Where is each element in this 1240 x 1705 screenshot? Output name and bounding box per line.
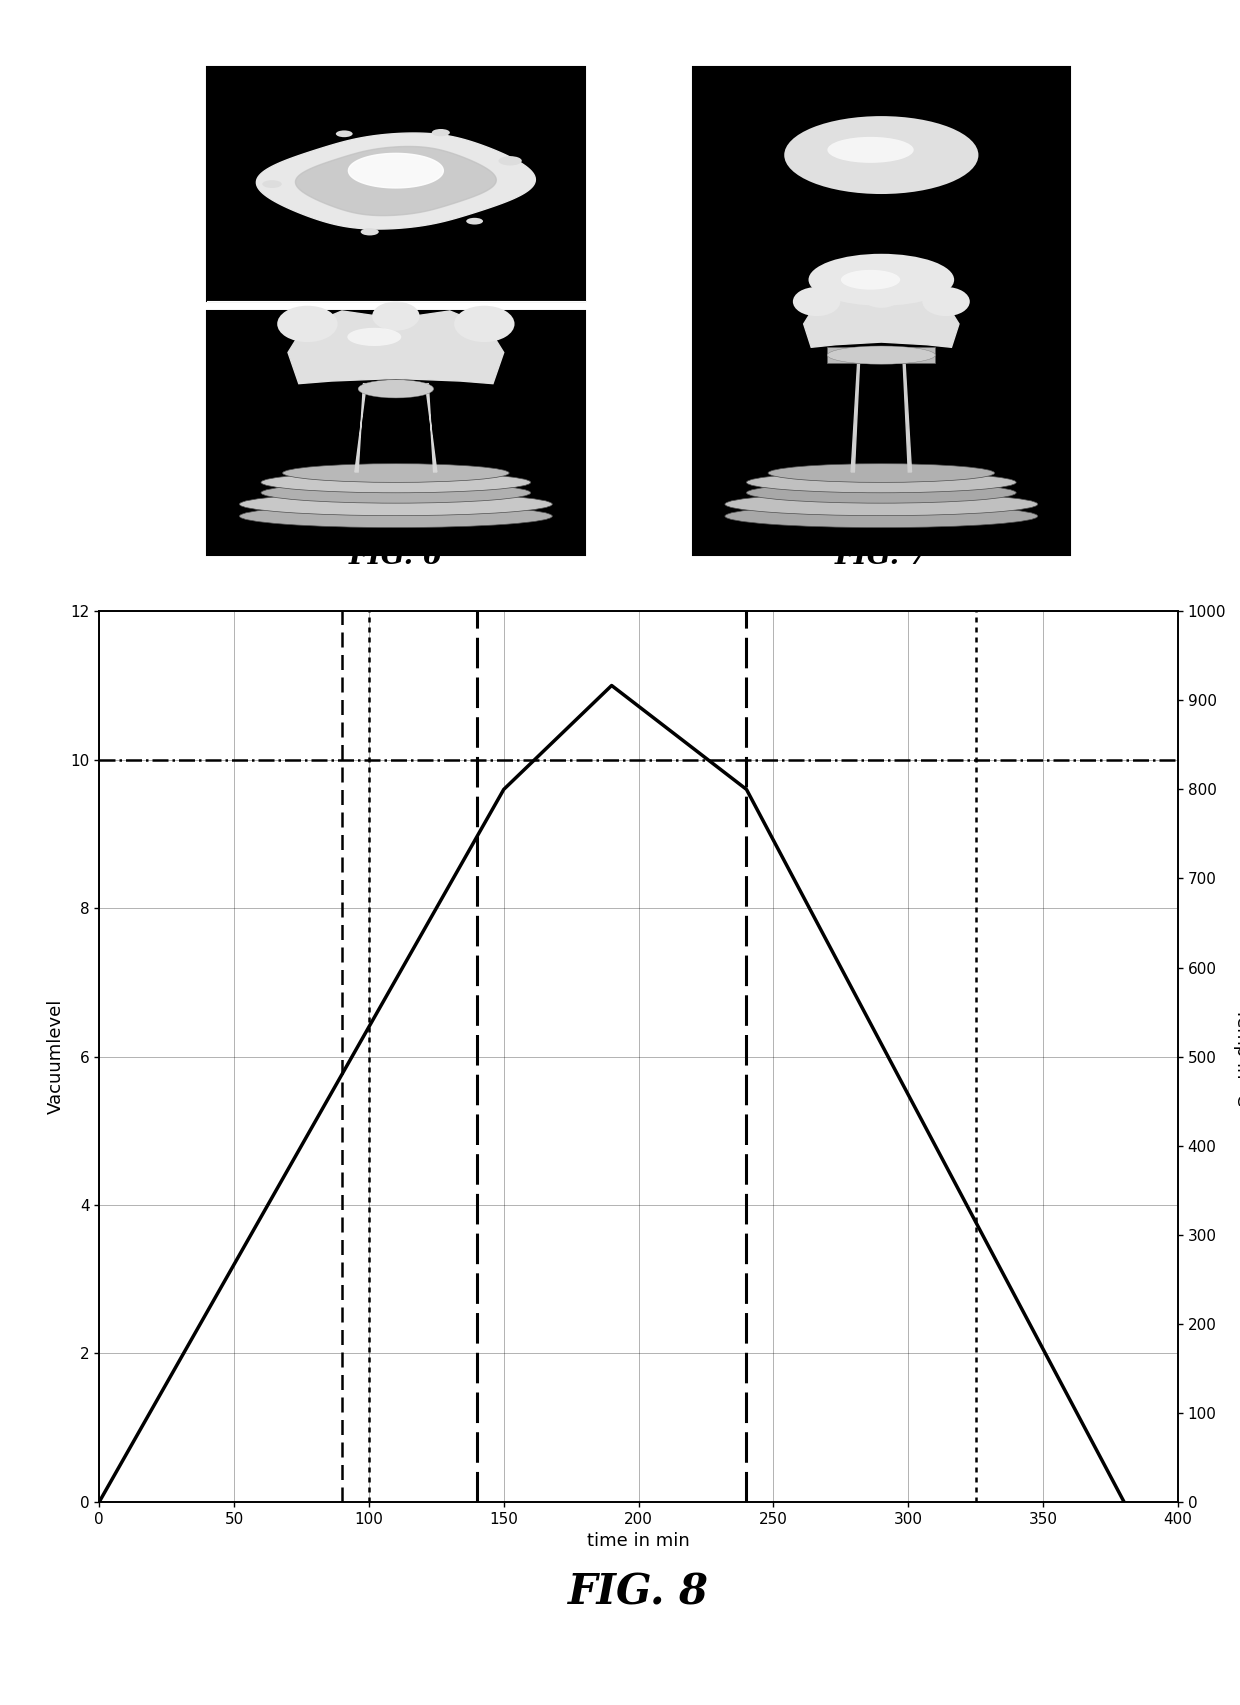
Ellipse shape: [263, 181, 281, 188]
Polygon shape: [257, 133, 536, 228]
X-axis label: time in min: time in min: [588, 1533, 689, 1550]
Polygon shape: [804, 293, 959, 348]
Ellipse shape: [283, 464, 510, 483]
Ellipse shape: [278, 305, 337, 343]
Ellipse shape: [808, 254, 954, 305]
Ellipse shape: [923, 286, 970, 315]
Ellipse shape: [827, 136, 914, 164]
Ellipse shape: [827, 346, 935, 365]
Ellipse shape: [260, 472, 531, 493]
Ellipse shape: [746, 483, 1017, 503]
Ellipse shape: [466, 218, 484, 225]
Bar: [207, 310, 585, 556]
Ellipse shape: [725, 505, 1038, 527]
Ellipse shape: [768, 464, 994, 483]
Ellipse shape: [841, 269, 900, 290]
Text: FIG. 6: FIG. 6: [348, 542, 443, 569]
Bar: [692, 66, 1070, 556]
Polygon shape: [288, 310, 503, 384]
Bar: [207, 66, 585, 300]
Ellipse shape: [239, 505, 552, 527]
Ellipse shape: [432, 130, 450, 136]
Ellipse shape: [260, 483, 531, 503]
Ellipse shape: [372, 302, 419, 331]
Ellipse shape: [358, 380, 434, 397]
Polygon shape: [851, 358, 911, 472]
Ellipse shape: [746, 472, 1017, 493]
Ellipse shape: [862, 285, 900, 309]
Ellipse shape: [454, 305, 515, 343]
Polygon shape: [348, 153, 444, 188]
Ellipse shape: [336, 130, 352, 136]
Bar: [827, 348, 935, 363]
Ellipse shape: [498, 157, 522, 165]
Ellipse shape: [725, 493, 1038, 515]
Polygon shape: [295, 147, 496, 215]
Ellipse shape: [239, 493, 552, 515]
Text: FIG. 7: FIG. 7: [835, 542, 929, 569]
Ellipse shape: [347, 327, 402, 346]
Text: FIG. 8: FIG. 8: [568, 1572, 709, 1613]
Ellipse shape: [784, 116, 978, 194]
Polygon shape: [355, 384, 436, 472]
Ellipse shape: [361, 228, 378, 235]
Y-axis label: Temp in °C: Temp in °C: [1234, 1008, 1240, 1105]
Ellipse shape: [792, 286, 841, 315]
Y-axis label: Vacuumlevel: Vacuumlevel: [47, 999, 64, 1115]
